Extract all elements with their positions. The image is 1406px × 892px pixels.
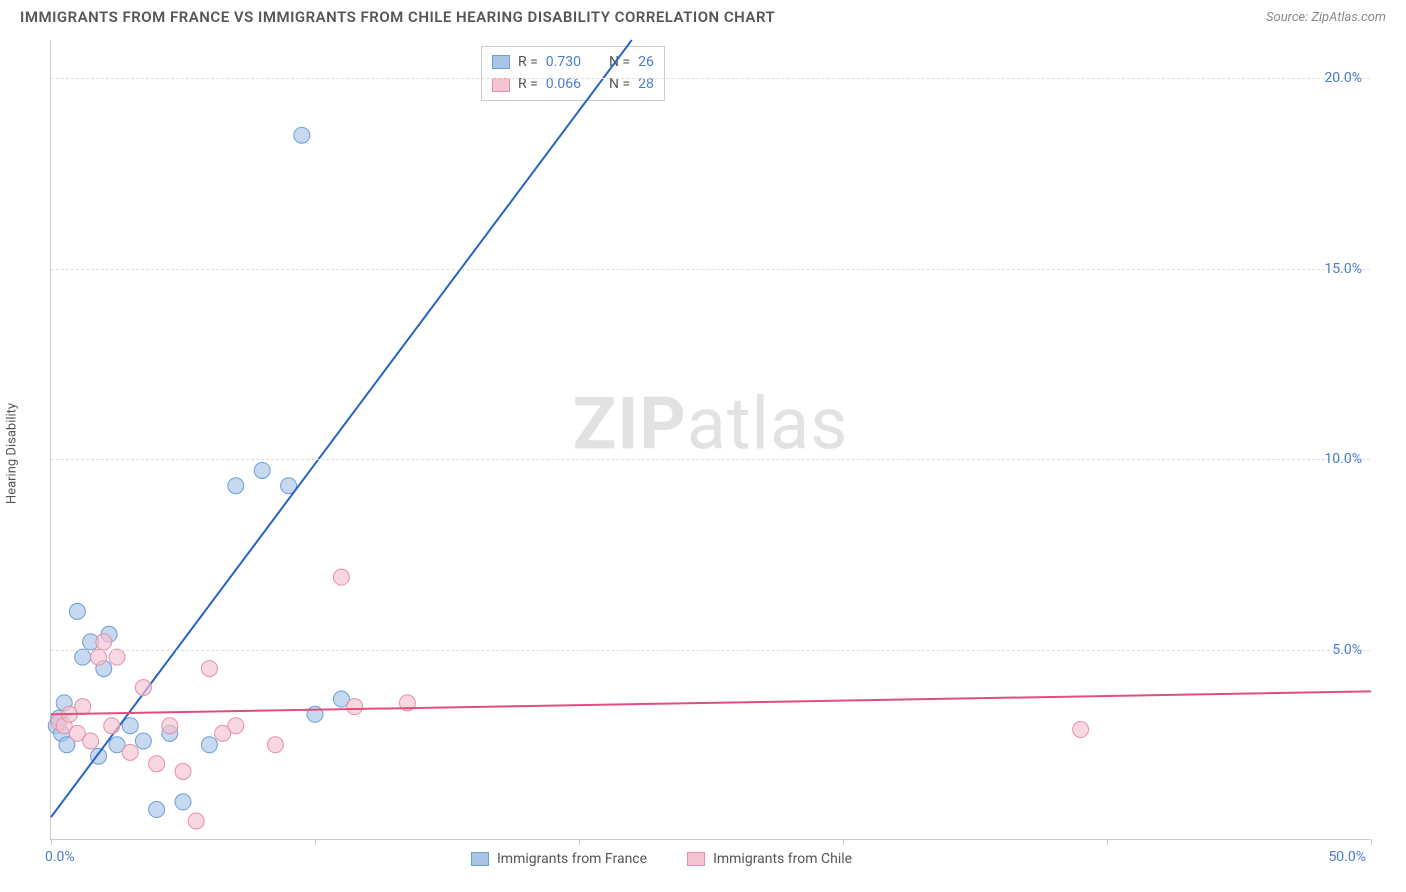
data-point: [109, 649, 125, 665]
x-tick: [843, 839, 844, 845]
y-tick-label: 15.0%: [1324, 261, 1362, 277]
data-point: [83, 733, 99, 749]
data-point: [347, 699, 363, 715]
legend-series: Immigrants from France Immigrants from C…: [471, 851, 852, 867]
x-tick: [51, 839, 52, 845]
gridline: [51, 78, 1370, 79]
y-axis-label: Hearing Disability: [5, 403, 20, 504]
scatter-plot: [51, 40, 1370, 839]
data-point: [188, 813, 204, 829]
legend-label: Immigrants from Chile: [713, 851, 852, 867]
data-point: [75, 649, 91, 665]
data-point: [175, 763, 191, 779]
regression-line: [51, 691, 1371, 714]
data-point: [228, 718, 244, 734]
data-point: [162, 718, 178, 734]
legend-swatch-chile: [687, 852, 705, 866]
legend-item-france: Immigrants from France: [471, 851, 647, 867]
chart-title: IMMIGRANTS FROM FRANCE VS IMMIGRANTS FRO…: [20, 8, 775, 26]
y-tick-label: 10.0%: [1324, 451, 1362, 467]
data-point: [267, 737, 283, 753]
legend-swatch-france: [471, 852, 489, 866]
data-point: [104, 718, 120, 734]
x-tick: [1371, 839, 1372, 845]
x-tick: [1107, 839, 1108, 845]
data-point: [75, 699, 91, 715]
data-point: [175, 794, 191, 810]
data-point: [201, 737, 217, 753]
data-point: [135, 680, 151, 696]
y-tick-label: 5.0%: [1332, 642, 1362, 658]
x-tick: [315, 839, 316, 845]
data-point: [201, 661, 217, 677]
y-tick-label: 20.0%: [1324, 70, 1362, 86]
legend-item-chile: Immigrants from Chile: [687, 851, 852, 867]
data-point: [135, 733, 151, 749]
gridline: [51, 269, 1370, 270]
x-tick-label: 0.0%: [45, 849, 75, 865]
data-point: [69, 603, 85, 619]
chart-area: ZIPatlas R = 0.730 N = 26 R = 0.066 N = …: [50, 40, 1370, 840]
gridline: [51, 459, 1370, 460]
data-point: [228, 478, 244, 494]
data-point: [149, 802, 165, 818]
x-tick: [579, 839, 580, 845]
data-point: [122, 744, 138, 760]
legend-label: Immigrants from France: [497, 851, 647, 867]
gridline: [51, 650, 1370, 651]
data-point: [149, 756, 165, 772]
source-attribution: Source: ZipAtlas.com: [1266, 10, 1386, 25]
header: IMMIGRANTS FROM FRANCE VS IMMIGRANTS FRO…: [0, 0, 1406, 30]
data-point: [254, 462, 270, 478]
data-point: [294, 127, 310, 143]
data-point: [333, 569, 349, 585]
x-tick-label: 50.0%: [1328, 849, 1366, 865]
data-point: [96, 634, 112, 650]
data-point: [1073, 722, 1089, 738]
data-point: [91, 649, 107, 665]
